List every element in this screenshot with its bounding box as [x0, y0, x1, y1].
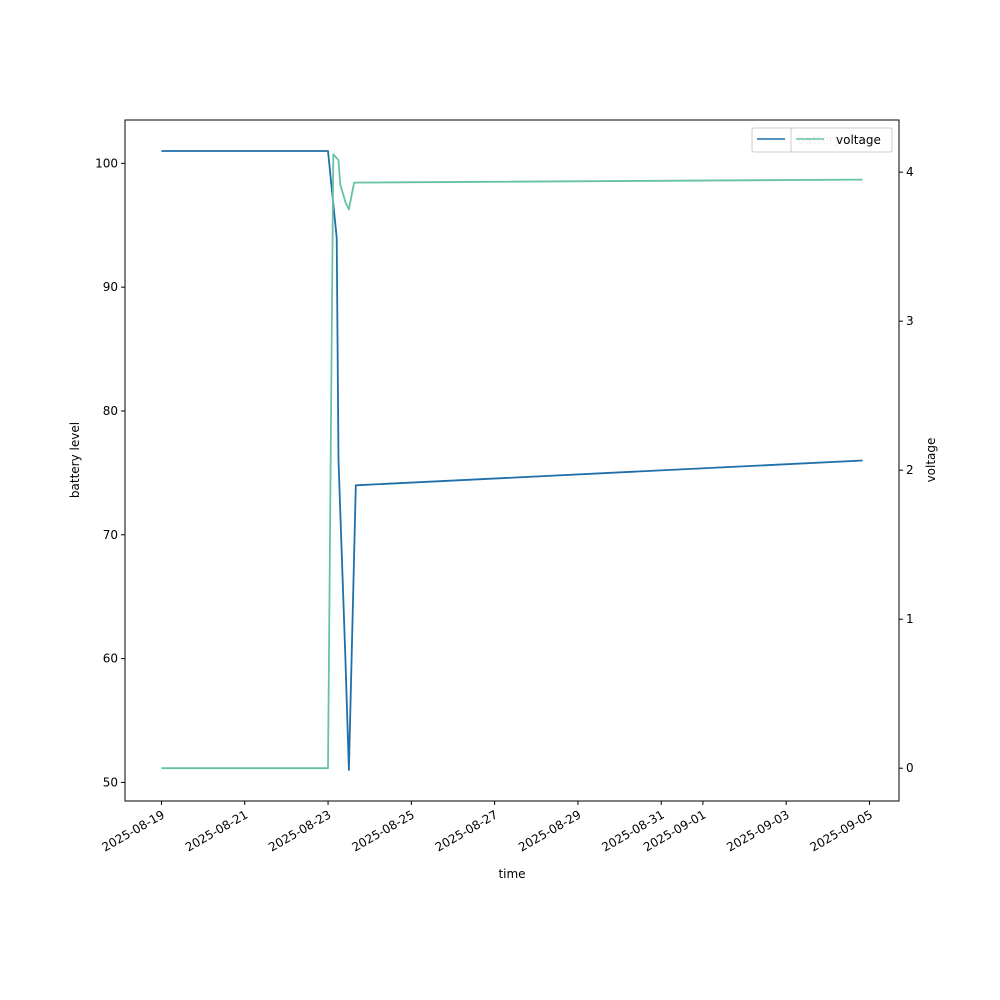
y-left-tick-label-1: 60: [103, 652, 118, 666]
x-axis-title: time: [498, 867, 525, 881]
x-tick-label-3: 2025-08-25: [349, 807, 416, 854]
x-tick-label-5: 2025-08-29: [516, 807, 583, 854]
legend-right-box: [790, 127, 893, 153]
x-tick-label-4: 2025-08-27: [433, 807, 500, 854]
y-right-tick-label-0: 0: [906, 761, 914, 775]
y-right-tick-label-4: 4: [906, 165, 914, 179]
x-tick-label-0: 2025-08-19: [100, 807, 167, 854]
legend-right: voltage: [790, 127, 893, 153]
x-tick-label-1: 2025-08-21: [183, 807, 250, 854]
y-right-tick-label-2: 2: [906, 463, 914, 477]
x-tick-label-8: 2025-09-03: [724, 807, 791, 854]
y-left-tick-label-3: 80: [103, 404, 118, 418]
x-tick-label-9: 2025-09-05: [808, 807, 875, 854]
x-tick-label-2: 2025-08-23: [266, 807, 333, 854]
y-right-tick-label-3: 3: [906, 314, 914, 328]
y-left-tick-label-2: 70: [103, 528, 118, 542]
y-axis-right-title: voltage: [924, 438, 938, 483]
series-line-voltage: [161, 153, 863, 770]
x-axis: 2025-08-19 2025-08-21 2025-08-23 2025-08-25…: [100, 801, 875, 854]
y-axis-left: 50 60 70 80 90 100: [95, 156, 125, 789]
y-right-tick-label-1: 1: [906, 612, 914, 626]
y-left-tick-label-4: 90: [103, 280, 118, 294]
series-layer: [161, 150, 863, 771]
y-left-tick-label-5: 100: [95, 156, 118, 170]
y-axis-left-title: battery level: [68, 422, 82, 498]
y-axis-right: 0 1 2 3 4: [899, 165, 914, 775]
y-left-tick-label-0: 50: [103, 775, 118, 789]
plot-frame: [124, 119, 900, 802]
series-line-battery: [161, 150, 863, 771]
legend-label-voltage: voltage: [836, 133, 881, 147]
